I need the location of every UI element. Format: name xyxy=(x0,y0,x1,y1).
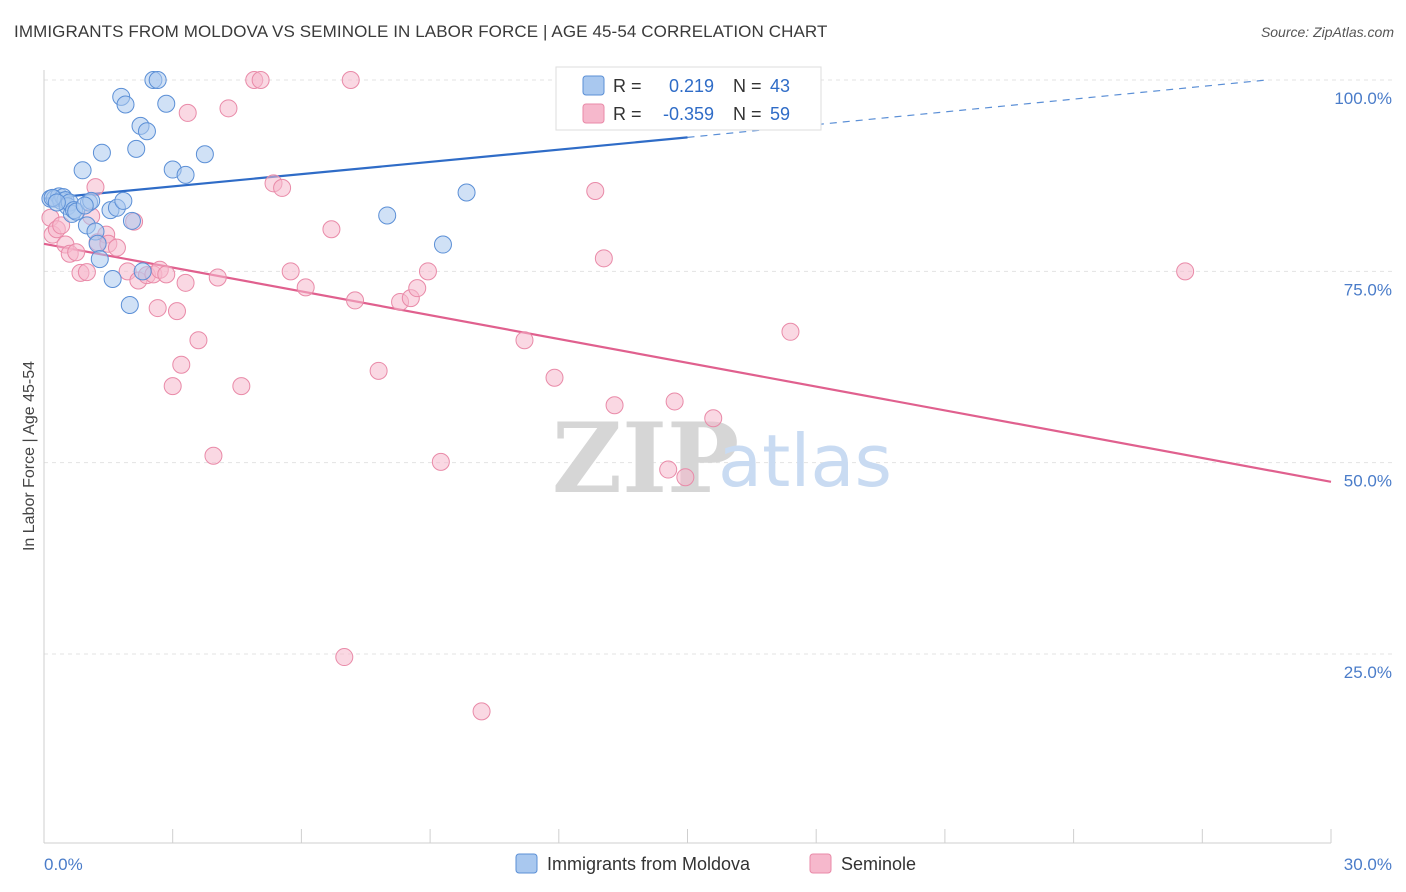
seminole-point xyxy=(704,409,723,428)
moldova-point xyxy=(176,165,195,184)
seminole-point xyxy=(167,302,186,321)
seminole-point xyxy=(204,446,223,465)
moldova-point xyxy=(137,122,156,141)
moldova-point xyxy=(122,211,141,230)
seminole-point xyxy=(594,249,613,268)
seminole-point xyxy=(335,648,354,667)
y-tick-labels: 25.0% 50.0% 75.0% 100.0% xyxy=(1334,89,1392,682)
seminole-point xyxy=(586,181,605,200)
legend-n-label-pink: N = xyxy=(733,104,762,124)
seminole-point xyxy=(219,99,238,118)
moldova-point xyxy=(116,95,135,114)
legend-n-value-blue: 43 xyxy=(770,76,790,96)
seminole-point xyxy=(418,262,437,281)
series-legend: Immigrants from Moldova Seminole xyxy=(515,853,916,874)
watermark-atlas: atlas xyxy=(718,419,892,503)
legend-label-moldova: Immigrants from Moldova xyxy=(547,854,751,874)
y-axis-title: In Labor Force | Age 45-54 xyxy=(21,361,38,551)
seminole-point xyxy=(251,71,270,89)
seminole-point xyxy=(172,355,191,374)
y-tick-label: 75.0% xyxy=(1344,280,1392,299)
seminole-point xyxy=(273,178,292,197)
moldova-point xyxy=(75,196,94,215)
seminole-point xyxy=(107,238,126,257)
legend-swatch-seminole xyxy=(809,853,832,874)
grid-lines xyxy=(44,79,1392,655)
legend-swatch-pink xyxy=(582,103,605,124)
seminole-point xyxy=(515,331,534,350)
seminole-point xyxy=(431,452,450,471)
chart-title: IMMIGRANTS FROM MOLDOVA VS SEMINOLE IN L… xyxy=(14,22,828,41)
moldova-point xyxy=(433,235,452,254)
seminole-point xyxy=(605,396,624,415)
seminole-point xyxy=(322,220,341,239)
x-tick-label-max: 30.0% xyxy=(1344,855,1392,874)
legend-r-value-pink: -0.359 xyxy=(663,104,714,124)
moldova-point xyxy=(378,206,397,225)
seminole-point xyxy=(148,299,167,318)
seminole-point xyxy=(189,331,208,350)
seminole-trend-line xyxy=(43,242,1332,483)
x-ticks xyxy=(172,829,1332,843)
moldova-point xyxy=(114,191,133,210)
moldova-point xyxy=(120,296,139,315)
seminole-point xyxy=(281,262,300,281)
seminole-point xyxy=(208,268,227,287)
seminole-point xyxy=(665,392,684,411)
seminole-point xyxy=(232,377,251,396)
x-tick-label-min: 0.0% xyxy=(44,855,83,874)
moldova-point xyxy=(195,145,214,164)
moldova-point xyxy=(90,250,109,269)
seminole-point xyxy=(472,702,491,721)
legend-r-value-blue: 0.219 xyxy=(669,76,714,96)
moldova-point xyxy=(133,262,152,281)
seminole-point xyxy=(341,71,360,89)
legend-r-label-pink: R = xyxy=(613,104,642,124)
seminole-point xyxy=(296,278,315,297)
seminole-point xyxy=(176,273,195,292)
moldova-point xyxy=(92,143,111,162)
moldova-point xyxy=(73,161,92,180)
moldova-point xyxy=(88,234,107,253)
seminole-point xyxy=(659,460,678,479)
y-tick-label: 25.0% xyxy=(1344,663,1392,682)
seminole-point xyxy=(67,243,86,262)
seminole-point xyxy=(346,291,365,310)
seminole-points xyxy=(41,71,1195,721)
seminole-point xyxy=(369,361,388,380)
legend-n-value-pink: 59 xyxy=(770,104,790,124)
legend-swatch-blue xyxy=(582,75,605,96)
legend-n-label-blue: N = xyxy=(733,76,762,96)
legend-swatch-moldova xyxy=(515,853,538,874)
legend-r-label-blue: R = xyxy=(613,76,642,96)
seminole-point xyxy=(178,103,197,122)
seminole-point xyxy=(1176,262,1195,281)
moldova-point xyxy=(148,71,167,89)
moldova-point xyxy=(103,269,122,288)
legend-label-seminole: Seminole xyxy=(841,854,916,874)
y-tick-label: 100.0% xyxy=(1334,89,1392,108)
seminole-point xyxy=(157,265,176,284)
moldova-point xyxy=(457,183,476,202)
seminole-point xyxy=(163,377,182,396)
seminole-point xyxy=(676,468,695,487)
seminole-point xyxy=(408,279,427,298)
seminole-point xyxy=(545,368,564,387)
correlation-legend: R = 0.219 N = 43 R = -0.359 N = 59 xyxy=(555,66,822,131)
moldova-points xyxy=(41,71,476,315)
seminole-point xyxy=(52,216,71,235)
y-tick-label: 50.0% xyxy=(1344,472,1392,491)
seminole-point xyxy=(77,263,96,282)
moldova-point xyxy=(127,139,146,158)
moldova-point xyxy=(47,193,66,212)
seminole-point xyxy=(781,322,800,341)
moldova-point xyxy=(157,94,176,113)
source-label: Source: ZipAtlas.com xyxy=(1260,24,1394,40)
moldova-trend-line xyxy=(43,136,688,200)
